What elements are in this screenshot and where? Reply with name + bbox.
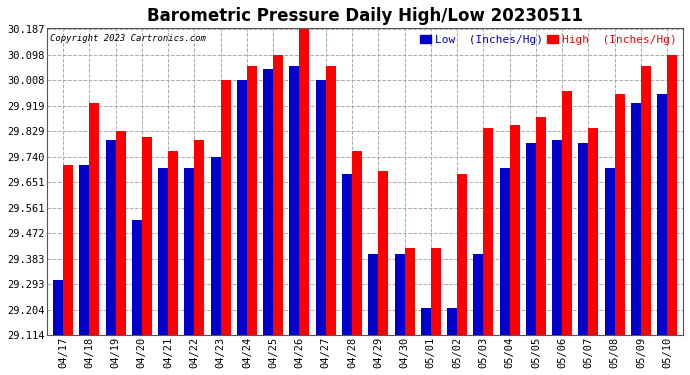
- Bar: [457, 174, 467, 335]
- Title: Barometric Pressure Daily High/Low 20230511: Barometric Pressure Daily High/Low 20230…: [147, 7, 583, 25]
- Bar: [210, 157, 221, 335]
- Bar: [578, 142, 589, 335]
- Bar: [184, 168, 195, 335]
- Bar: [421, 308, 431, 335]
- Bar: [290, 66, 299, 335]
- Bar: [473, 254, 484, 335]
- Bar: [79, 165, 89, 335]
- Bar: [53, 279, 63, 335]
- Bar: [500, 168, 510, 335]
- Bar: [106, 140, 115, 335]
- Bar: [562, 91, 572, 335]
- Bar: [447, 308, 457, 335]
- Bar: [378, 171, 388, 335]
- Bar: [484, 128, 493, 335]
- Bar: [368, 254, 378, 335]
- Legend: Low  (Inches/Hg), High  (Inches/Hg): Low (Inches/Hg), High (Inches/Hg): [420, 33, 678, 46]
- Bar: [237, 80, 247, 335]
- Bar: [195, 140, 204, 335]
- Bar: [552, 140, 562, 335]
- Bar: [589, 128, 598, 335]
- Bar: [431, 248, 441, 335]
- Bar: [615, 94, 624, 335]
- Bar: [536, 117, 546, 335]
- Bar: [352, 150, 362, 335]
- Bar: [326, 66, 336, 335]
- Bar: [641, 66, 651, 335]
- Bar: [115, 131, 126, 335]
- Bar: [404, 248, 415, 335]
- Bar: [132, 220, 142, 335]
- Bar: [299, 29, 309, 335]
- Bar: [631, 103, 641, 335]
- Bar: [658, 94, 667, 335]
- Bar: [667, 55, 678, 335]
- Bar: [263, 69, 273, 335]
- Bar: [526, 142, 536, 335]
- Bar: [168, 151, 178, 335]
- Bar: [158, 168, 168, 335]
- Bar: [89, 103, 99, 335]
- Bar: [63, 165, 73, 335]
- Bar: [247, 66, 257, 335]
- Bar: [273, 55, 283, 335]
- Bar: [604, 168, 615, 335]
- Bar: [221, 80, 230, 335]
- Bar: [142, 137, 152, 335]
- Bar: [510, 126, 520, 335]
- Bar: [316, 80, 326, 335]
- Bar: [395, 254, 404, 335]
- Bar: [342, 174, 352, 335]
- Text: Copyright 2023 Cartronics.com: Copyright 2023 Cartronics.com: [50, 34, 206, 43]
